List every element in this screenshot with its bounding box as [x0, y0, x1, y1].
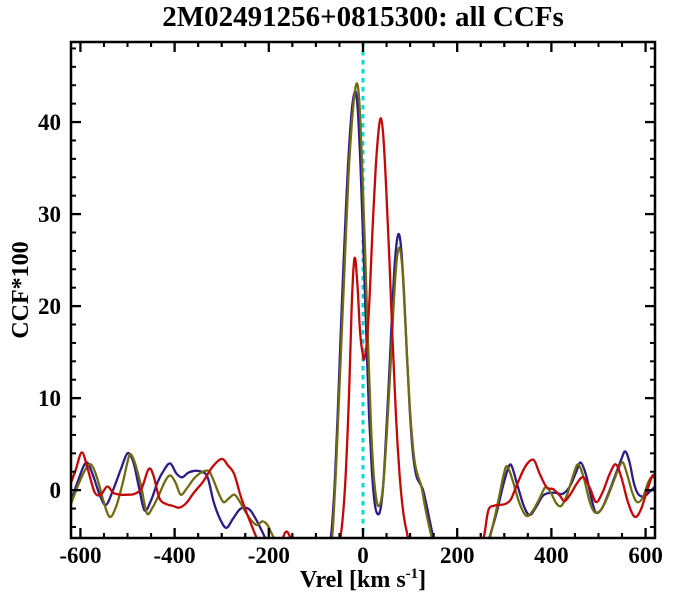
x-axis-label-pre: Vrel [km s [299, 567, 406, 593]
curve-ccf-red [71, 117, 655, 538]
x-axis-label-exponent: -1 [405, 566, 419, 582]
y-tick-label: 0 [50, 478, 62, 503]
x-tick-label: 600 [628, 543, 663, 568]
x-tick-label: -600 [59, 543, 101, 568]
y-tick-label: 20 [38, 294, 61, 319]
curve-ccf-navy [71, 90, 655, 538]
chart-title: 2M02491256+0815300: all CCFs [162, 1, 564, 33]
y-tick-label: 30 [38, 202, 61, 227]
x-tick-label: 200 [440, 543, 475, 568]
x-tick-label: -200 [248, 543, 290, 568]
x-axis-label-post: ] [418, 567, 427, 593]
x-tick-label: 400 [534, 543, 569, 568]
x-tick-label: -400 [154, 543, 196, 568]
x-axis-label: Vrel [km s-1] [71, 566, 655, 594]
y-tick-label: 40 [38, 110, 61, 135]
x-tick-label: 0 [357, 543, 369, 568]
y-tick-label: 10 [38, 386, 61, 411]
curve-ccf-olive [71, 82, 655, 538]
